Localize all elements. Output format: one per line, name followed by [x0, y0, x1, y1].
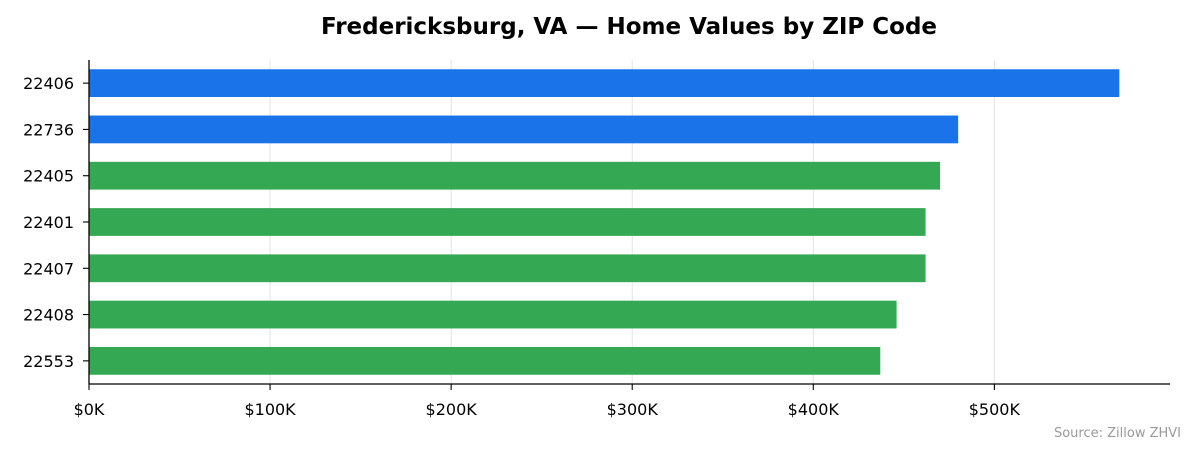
x-tick-label: $0K: [74, 400, 105, 419]
x-tick-label: $200K: [426, 400, 478, 419]
x-ticks: $0K $100K $200K $300K $400K $500K: [74, 384, 1021, 419]
source-note: Source: Zillow ZHVI: [1054, 426, 1181, 441]
bar-22401: [89, 208, 926, 236]
bar-22553: [89, 346, 881, 375]
x-tick-label: $500K: [969, 400, 1021, 419]
bar-22407: [89, 254, 926, 283]
y-tick-label-22408: 22408: [23, 306, 74, 325]
bar-22405: [89, 161, 941, 190]
bar-22408: [89, 300, 897, 329]
bar-22736: [89, 115, 959, 144]
x-tick-label: $400K: [788, 400, 840, 419]
y-tick-label-22407: 22407: [23, 259, 74, 278]
y-tick-label-22401: 22401: [23, 213, 74, 232]
y-tick-label-22736: 22736: [23, 120, 74, 139]
y-tick-label-22553: 22553: [23, 352, 74, 371]
chart-title: Fredericksburg, VA — Home Values by ZIP …: [321, 14, 937, 40]
y-tick-label-22405: 22405: [23, 167, 74, 186]
x-tick-label: $300K: [607, 400, 659, 419]
y-tick-label-22406: 22406: [23, 74, 74, 93]
y-ticks: 22406 22736 22405 22401 22407 22408 22553: [23, 74, 89, 371]
bars: [89, 69, 1120, 375]
x-tick-label: $100K: [244, 400, 296, 419]
bar-22406: [89, 69, 1120, 98]
